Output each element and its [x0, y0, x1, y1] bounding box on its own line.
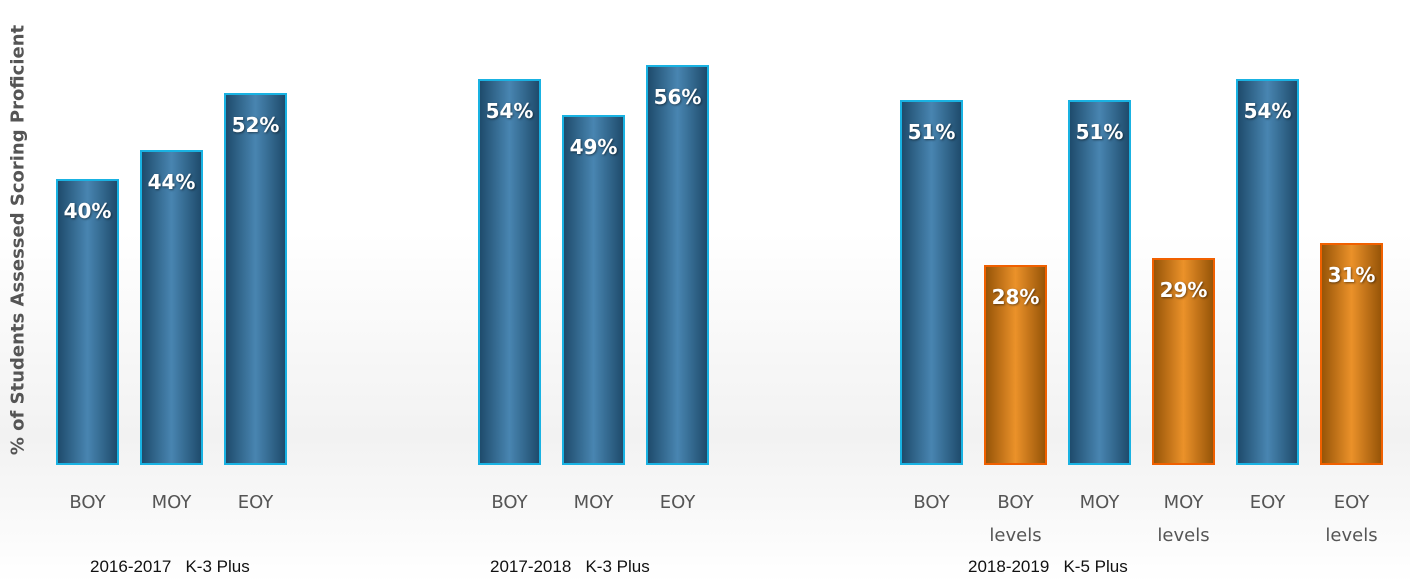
bar [900, 100, 963, 465]
bar [562, 114, 625, 465]
x-tick-label: EOY [1249, 492, 1286, 513]
bar [478, 78, 541, 465]
value-label: 44% [147, 170, 196, 195]
value-label: 40% [63, 199, 112, 223]
bar [646, 64, 709, 465]
x-tick-label: MOY [573, 492, 614, 513]
bar [984, 264, 1047, 465]
bar [224, 93, 287, 465]
x-tick-label: MOY levels [1157, 492, 1210, 546]
bar [1236, 78, 1299, 465]
group-label: 2018-2019 K-5 Plus [968, 557, 1128, 576]
x-tick-label: BOY [491, 492, 528, 513]
x-tick-label: MOY [1079, 492, 1120, 513]
x-tick-label: BOY [69, 492, 106, 513]
value-label: 28% [991, 284, 1040, 309]
value-label: 54% [1243, 98, 1292, 123]
x-tick-label: EOY [659, 492, 696, 513]
value-label: 31% [1327, 263, 1376, 288]
value-label: 29% [1159, 277, 1208, 302]
value-label: 49% [569, 134, 618, 159]
group-label: 2016-2017 K-3 Plus [90, 557, 250, 576]
bar [140, 150, 203, 465]
y-axis-label: % of Students Assessed Scoring Proficien… [7, 24, 29, 456]
x-tick-label: MOY [151, 492, 192, 513]
bar [1068, 100, 1131, 465]
x-tick-label: BOY [913, 492, 950, 513]
value-label: 51% [907, 120, 956, 145]
value-label: 51% [1075, 120, 1124, 145]
bar [56, 179, 119, 465]
bar [1152, 257, 1215, 465]
x-tick-label: BOY levels [989, 492, 1042, 546]
bar [1320, 243, 1383, 465]
group-label: 2017-2018 K-3 Plus [490, 557, 650, 576]
value-label: 52% [231, 113, 280, 138]
x-tick-label: EOY levels [1325, 492, 1378, 546]
x-tick-label: EOY [237, 492, 274, 513]
value-label: 54% [485, 98, 534, 123]
value-label: 56% [653, 84, 702, 109]
